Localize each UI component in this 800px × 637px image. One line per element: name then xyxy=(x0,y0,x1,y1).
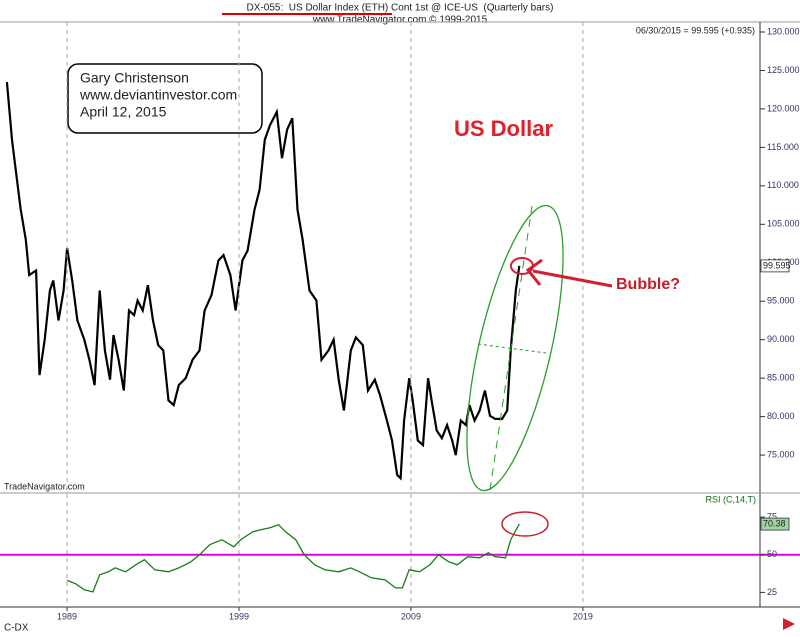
y-tick-label: 80.000 xyxy=(767,411,795,421)
y-tick-label: 105.000 xyxy=(767,219,800,229)
quote: 06/30/2015 = 99.595 (+0.935) xyxy=(636,25,755,35)
scroll-arrow xyxy=(783,618,795,630)
series-name: C-DX xyxy=(4,623,29,634)
source: TradeNavigator.com xyxy=(4,481,85,491)
y-tick-label: 75 xyxy=(767,512,777,522)
ellipse-axis xyxy=(489,205,533,491)
series-line xyxy=(5,81,521,481)
y-tick-label: 90.000 xyxy=(767,334,795,344)
chart-label: US Dollar xyxy=(454,116,553,141)
last-value-label: 70.38 xyxy=(763,518,786,528)
last-value-box xyxy=(760,259,790,273)
rsi-title: RSI (C,14,T) xyxy=(705,494,756,504)
y-tick-label: 50 xyxy=(767,549,777,559)
y-tick-label: 95.000 xyxy=(767,296,795,306)
last-value-box xyxy=(760,517,790,531)
x-tick-label: 1999 xyxy=(229,611,249,621)
author-name: Gary Christenson xyxy=(80,70,189,86)
y-tick-label: 85.000 xyxy=(767,373,795,383)
author-date: April 12, 2015 xyxy=(80,104,167,120)
author-site: www.deviantinvestor.com xyxy=(79,87,237,103)
y-tick-label: 75.000 xyxy=(767,449,795,459)
annotations xyxy=(466,204,795,630)
x-tick-label: 2009 xyxy=(401,611,421,621)
arrow-head xyxy=(525,258,543,286)
callout: Bubble? xyxy=(616,276,680,293)
bubble-ellipse xyxy=(466,204,564,492)
y-tick-label: 25 xyxy=(767,587,777,597)
author-box xyxy=(67,63,263,134)
rsi-circle xyxy=(501,511,549,537)
x-tick-label: 1989 xyxy=(57,611,77,621)
x-tick-label: 2019 xyxy=(573,611,593,621)
y-tick-label: 120.000 xyxy=(767,103,800,113)
callout-arrow xyxy=(532,269,613,288)
series-line xyxy=(66,523,520,593)
y-tick-label: 125.000 xyxy=(767,65,800,75)
y-tick-label: 115.000 xyxy=(767,142,799,152)
last-value-label: 99.595 xyxy=(763,260,791,270)
chart-subtitle: www.TradeNavigator.com © 1999-2015 xyxy=(312,15,488,26)
y-tick-label: 130.000 xyxy=(767,26,800,36)
y-tick-label: 110.000 xyxy=(767,180,799,190)
chart-title: DX-055: US Dollar Index (ETH) Cont 1st @… xyxy=(247,3,554,14)
